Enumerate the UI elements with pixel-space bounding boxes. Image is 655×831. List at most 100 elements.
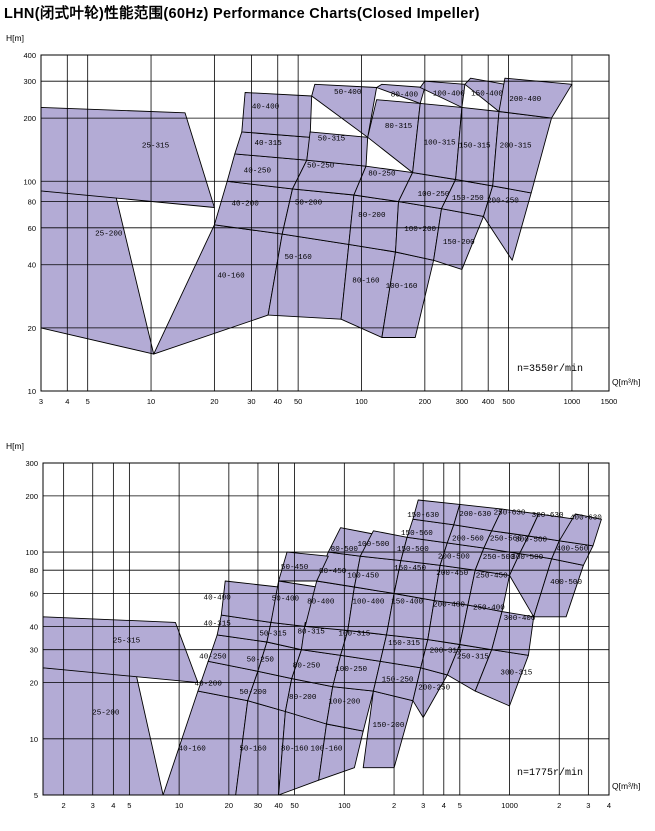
x-tick-label: 50 — [290, 801, 298, 810]
region-label: 80-500 — [331, 546, 359, 554]
region-label: 400-560 — [556, 545, 588, 553]
x-tick-label: 100 — [338, 801, 351, 810]
region-label: 150-630 — [407, 512, 439, 520]
region-label: 80-160 — [281, 745, 309, 753]
region-label: 40-250 — [199, 653, 227, 661]
region-label: 200-400 — [433, 602, 465, 610]
region-80-200 — [348, 194, 399, 253]
y-tick-label: 100 — [23, 177, 36, 186]
y-axis-label: H[m] — [6, 33, 24, 43]
region-label: 50-160 — [239, 745, 267, 753]
region-50-160 — [267, 233, 350, 320]
y-tick-label: 300 — [23, 77, 36, 86]
region-label: 50-250 — [247, 656, 275, 664]
x-tick-label: 300 — [456, 397, 469, 406]
y-tick-label: 20 — [30, 679, 38, 688]
region-label: 50-200 — [295, 200, 323, 208]
region-label: 40-200 — [231, 201, 259, 209]
region-400-630 — [558, 513, 602, 547]
x-tick-label: 1000 — [501, 801, 518, 810]
x-tick-label: 4 — [65, 397, 69, 406]
region-label: 400-500 — [550, 579, 582, 587]
region-label: 200-250 — [487, 197, 519, 205]
x-tick-label: 2 — [557, 801, 561, 810]
region-label: 200-630 — [459, 511, 491, 519]
region-label: 200-500 — [438, 553, 470, 561]
region-label: 80-200 — [358, 212, 386, 220]
y-tick-label: 300 — [25, 459, 38, 468]
region-label: 100-160 — [386, 283, 418, 291]
region-40-160 — [153, 224, 283, 355]
region-label: 40-250 — [244, 167, 272, 175]
region-label: 150-200 — [443, 239, 475, 247]
region-label: 250-500 — [483, 554, 515, 562]
region-label: 150-200 — [373, 722, 405, 730]
y-tick-label: 10 — [28, 387, 36, 396]
y-tick-label: 10 — [30, 735, 38, 744]
y-tick-label: 200 — [25, 492, 38, 501]
region-label: 25-315 — [142, 142, 170, 150]
region-label: 150-450 — [394, 565, 426, 573]
x-tick-label: 400 — [482, 397, 495, 406]
region-label: 100-400 — [353, 599, 385, 607]
region-label: 100-250 — [335, 666, 367, 674]
region-label: 200-315 — [500, 142, 532, 150]
region-label: 250-315 — [457, 653, 489, 661]
y-tick-label: 5 — [34, 791, 38, 800]
region-label: 25-315 — [113, 638, 141, 646]
region-label: 80-450 — [319, 568, 347, 576]
region-label: 100-500 — [357, 541, 389, 549]
region-label: 300-560 — [515, 537, 547, 545]
x-tick-label: 4 — [442, 801, 446, 810]
region-label: 40-160 — [179, 745, 207, 753]
region-40-160 — [162, 690, 249, 796]
region-label: 50-160 — [284, 254, 312, 262]
chart-1775rpm: 2 3 4 5 10 20 30 40 50 100 2 3 4 5 1000 2 3 4 5 10 20 30 40 60 8… — [6, 441, 640, 810]
region-label: 200-400 — [509, 96, 541, 104]
y-tick-label: 200 — [23, 114, 36, 123]
chart-3550rpm: 3 4 5 10 20 30 40 50 100 200 300 400 500 1000 1500 10 20… — [6, 33, 640, 406]
region-label: 100-160 — [311, 745, 343, 753]
x-tick-label: 3 — [421, 801, 425, 810]
x-axis-label: Q[m³/h] — [612, 781, 640, 791]
x-tick-label: 30 — [254, 801, 262, 810]
x-tick-label: 1000 — [564, 397, 581, 406]
region-label: 40-315 — [204, 620, 232, 628]
region-label: 80-315 — [298, 629, 326, 637]
region-label: 80-315 — [385, 123, 413, 131]
region-label: 250-560 — [490, 535, 522, 543]
y-tick-label: 40 — [28, 261, 36, 270]
region-label: 150-400 — [391, 599, 423, 607]
page-title: LHN(闭式叶轮)性能范围(60Hz) Performance Charts(C… — [4, 6, 480, 22]
region-label: 150-400 — [471, 91, 503, 99]
x-tick-label: 100 — [355, 397, 368, 406]
region-50-200 — [281, 188, 355, 245]
y-tick-label: 40 — [30, 622, 38, 631]
y-tick-label: 100 — [25, 548, 38, 557]
region-label: 40-160 — [217, 272, 245, 280]
region-label: 250-400 — [473, 605, 505, 613]
x-tick-label: 5 — [127, 801, 131, 810]
y-tick-label: 20 — [28, 324, 36, 333]
region-label: 300-315 — [500, 669, 532, 677]
region-label: 25-200 — [95, 230, 123, 238]
x-tick-label: 2 — [62, 801, 66, 810]
region-50-450 — [278, 551, 329, 582]
region-label: 250-450 — [476, 572, 508, 580]
region-label: 150-315 — [459, 142, 491, 150]
x-tick-label: 4 — [111, 801, 115, 810]
region-200-315 — [492, 111, 552, 194]
region-label: 150-315 — [388, 640, 420, 648]
plot-frame — [40, 54, 610, 392]
region-label: 400-630 — [570, 515, 602, 523]
y-tick-label: 80 — [30, 566, 38, 575]
region-label: 150-500 — [397, 546, 429, 554]
plot-frame — [42, 462, 610, 796]
y-axis-label: H[m] — [6, 441, 24, 451]
region-label: 50-450 — [281, 564, 309, 572]
x-tick-label: 10 — [175, 801, 183, 810]
region-label: 25-200 — [92, 710, 120, 718]
region-label: 40-400 — [252, 103, 280, 111]
region-40-400 — [241, 92, 313, 138]
